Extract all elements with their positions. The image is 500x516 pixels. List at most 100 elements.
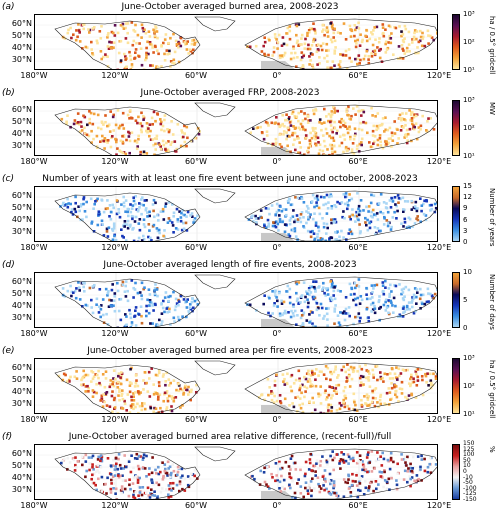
north-america-coast — [54, 278, 201, 327]
colorbar-tick: 10³ — [463, 10, 475, 18]
colorbar-tick: 0 — [463, 238, 468, 246]
lon-label: 60°W — [184, 501, 208, 510]
lon-label: 120°W — [101, 243, 129, 252]
lon-label: 0° — [272, 329, 282, 338]
fire-pixels — [61, 21, 437, 69]
lat-label: 30°N — [11, 399, 32, 408]
lon-label: 180°W — [20, 157, 48, 166]
colorbar-tick: 125 — [463, 445, 475, 453]
lon-label: 60°W — [184, 243, 208, 252]
panel-title: June-October averaged burned area, 2008-… — [121, 2, 339, 12]
colorbar-unit: ha / 0.5° gridcell — [488, 360, 496, 419]
lat-label: 30°N — [11, 55, 32, 64]
lat-label: 50°N — [11, 461, 32, 470]
panel-b: (b) June-October averaged FRP, 2008-2023 6… — [0, 86, 500, 172]
colorbar-tick: 10¹ — [463, 410, 475, 418]
gridlines — [35, 15, 437, 69]
map-f — [34, 444, 438, 500]
lon-label: 60°W — [184, 329, 208, 338]
colorbar-tick: 10² — [463, 382, 475, 390]
greenland-coast — [194, 188, 236, 204]
lat-label: 50°N — [11, 375, 32, 384]
lat-label: 40°N — [11, 215, 32, 224]
colorbar-tick: -125 — [463, 490, 477, 498]
colorbar-tick: 10² — [463, 124, 475, 132]
lon-label: 120°E — [426, 243, 452, 252]
map-d — [34, 272, 438, 328]
lon-label: 60°W — [184, 157, 208, 166]
lon-label: 120°W — [101, 71, 129, 80]
lon-label: 60°E — [348, 71, 368, 80]
panel-e: (e) June-October averaged burned area per… — [0, 344, 500, 430]
greenland-coast — [194, 102, 236, 118]
north-america-coast — [54, 450, 201, 499]
lon-label: 60°E — [348, 157, 368, 166]
lon-label: 120°W — [101, 415, 129, 424]
colorbar-tick: 10³ — [463, 354, 475, 362]
lon-label: 0° — [272, 501, 282, 510]
map-e — [34, 358, 438, 414]
colorbar — [452, 100, 460, 156]
eurasia-coast — [244, 104, 437, 155]
lat-label: 30°N — [11, 227, 32, 236]
panel-title: Number of years with at least one fire e… — [42, 174, 418, 184]
colorbar-tick: 5 — [463, 296, 468, 304]
no-data-region — [261, 319, 295, 327]
colorbar-tick: 10 — [463, 268, 472, 276]
colorbar-tick: -150 — [463, 496, 477, 503]
lon-label: 0° — [272, 157, 282, 166]
panel-label: (b) — [2, 88, 15, 98]
eurasia-coast — [244, 18, 437, 69]
lon-label: 60°E — [348, 501, 368, 510]
lon-label: 120°E — [426, 329, 452, 338]
panel-title: June-October averaged burned area per fi… — [87, 346, 373, 356]
lat-label: 50°N — [11, 117, 32, 126]
lon-label: 60°W — [184, 71, 208, 80]
map-svg — [35, 445, 437, 499]
colorbar-tick: -10 — [463, 473, 473, 481]
map-svg — [35, 15, 437, 69]
colorbar-tick: 100 — [463, 451, 475, 459]
eurasia-coast — [244, 362, 437, 413]
greenland-coast — [194, 446, 236, 462]
colorbar-tick: -100 — [463, 484, 477, 492]
greenland-coast — [194, 16, 236, 32]
eurasia-coast — [244, 190, 437, 241]
colorbar-tick: 3 — [463, 226, 468, 235]
fire-pixels — [60, 450, 437, 499]
map-c — [34, 186, 438, 242]
no-data-region — [261, 233, 295, 241]
north-america-coast — [54, 364, 201, 413]
colorbar-tick: 10² — [463, 38, 475, 46]
lat-label: 40°N — [11, 43, 32, 52]
lat-label: 60°N — [11, 277, 32, 286]
north-america-coast — [54, 20, 201, 69]
map-svg — [35, 101, 437, 155]
fire-pixels — [60, 105, 436, 155]
colorbar-tick: 15 — [463, 182, 472, 190]
fire-pixels — [61, 278, 437, 327]
fire-pixels — [57, 363, 437, 413]
lat-label: 40°N — [11, 129, 32, 138]
no-data-region — [261, 491, 295, 499]
panel-label: (c) — [2, 174, 14, 184]
lat-label: 30°N — [11, 485, 32, 494]
greenland-coast — [194, 360, 236, 376]
lon-label: 180°W — [20, 71, 48, 80]
gridlines — [35, 273, 437, 327]
lon-label: 180°W — [20, 501, 48, 510]
map-svg — [35, 187, 437, 241]
lon-label: 0° — [272, 71, 282, 80]
lat-label: 60°N — [11, 19, 32, 28]
colorbar — [452, 14, 460, 70]
lat-label: 40°N — [11, 387, 32, 396]
panel-label: (a) — [2, 2, 15, 12]
north-america-coast — [54, 106, 201, 155]
colorbar-tick: 9 — [463, 204, 468, 213]
eurasia-coast — [244, 448, 437, 499]
colorbar — [452, 444, 460, 500]
lon-label: 0° — [272, 243, 282, 252]
panel-label: (f) — [2, 432, 13, 442]
map-a — [34, 14, 438, 70]
lat-label: 30°N — [11, 313, 32, 322]
